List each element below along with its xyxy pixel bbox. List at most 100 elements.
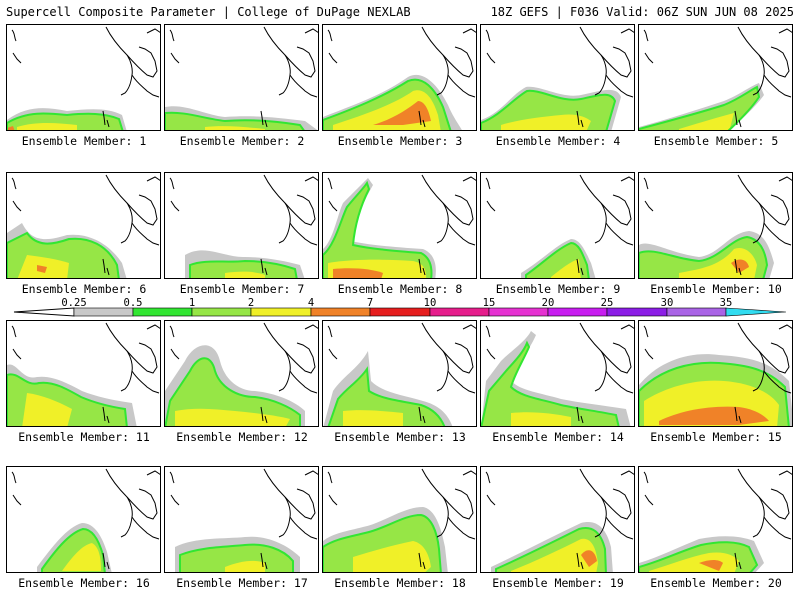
green-contour-edge (165, 357, 301, 426)
coastline (146, 324, 160, 330)
scale-tick-label: 30 (660, 297, 674, 309)
yellow-contour (17, 123, 77, 130)
green-contour-edge (639, 85, 761, 130)
coastline (734, 110, 742, 128)
coastline (12, 348, 22, 360)
yellow-contour (225, 560, 265, 572)
ensemble-member-label: Ensemble Member: 17 (176, 576, 308, 590)
coastline (169, 471, 175, 484)
scp-field-map (7, 322, 160, 426)
scp-field-map (323, 174, 476, 278)
coastline (260, 110, 268, 128)
coastline (120, 496, 133, 538)
yellow-contour (551, 259, 581, 278)
scale-color-band (191, 307, 252, 317)
coastline (263, 174, 316, 226)
coastline (644, 200, 654, 212)
coastline (763, 516, 792, 540)
scp-field-map (481, 322, 634, 426)
coastline (418, 258, 426, 276)
scp-field-map (639, 468, 792, 572)
coastline (605, 74, 634, 98)
coastline (278, 350, 291, 392)
coastline (278, 496, 291, 538)
ensemble-panel-18 (322, 466, 477, 573)
coastline (304, 176, 318, 182)
coastline (734, 406, 742, 424)
coastline (644, 348, 654, 360)
scale-tick-label: 10 (423, 297, 437, 309)
scale-color-band (606, 307, 668, 317)
ensemble-panel-5 (638, 24, 793, 131)
scp-field-map (639, 322, 792, 426)
coastline (105, 26, 158, 78)
green-contour-edge (7, 112, 124, 130)
coastline (576, 258, 584, 276)
ensemble-panel-2 (164, 24, 319, 131)
scale-arrow-high (725, 307, 787, 317)
scp-field-map (323, 26, 476, 130)
orange-contour (699, 560, 723, 571)
coastline (263, 322, 316, 374)
coastline (263, 26, 316, 78)
orange-contour (37, 265, 47, 273)
coastline (643, 471, 649, 484)
coastline (643, 325, 649, 338)
green-contour-edge (323, 78, 452, 130)
coastline (304, 470, 318, 476)
ensemble-panel-8 (322, 172, 477, 279)
coastline (260, 406, 268, 424)
coastline (436, 350, 449, 392)
yellow-contour (353, 541, 431, 572)
yellow-contour (679, 113, 734, 130)
yellow-contour (175, 408, 290, 426)
ensemble-member-label: Ensemble Member: 3 (337, 134, 463, 148)
coastline (579, 468, 632, 520)
scp-field-map (481, 26, 634, 130)
scale-color-band (488, 307, 549, 317)
coastline (421, 322, 474, 374)
coastline (778, 176, 792, 182)
coastline (447, 370, 476, 394)
green-contour (323, 183, 432, 278)
yellow-contour (343, 410, 403, 426)
scp-field-map (7, 174, 160, 278)
ensemble-panel-3 (322, 24, 477, 131)
coastline (752, 496, 765, 538)
green-contour-edge (323, 180, 433, 278)
coastline (327, 471, 333, 484)
coastline (462, 470, 476, 476)
coastline (778, 470, 792, 476)
scale-color-band (369, 307, 431, 317)
coastline (289, 370, 318, 394)
coastline (576, 552, 584, 570)
green-contour-edge (165, 111, 305, 130)
scp-field-map (11, 468, 160, 572)
scale-tick-label: 15 (482, 297, 496, 309)
coastline (644, 52, 654, 64)
coastline (594, 54, 607, 96)
ensemble-panel-16 (6, 466, 161, 573)
scp-field-map (165, 26, 318, 130)
ensemble-panel-6 (6, 172, 161, 279)
green-contour-edge (323, 513, 442, 572)
coastline (102, 258, 110, 276)
coastline (576, 406, 584, 424)
green-contour (481, 343, 619, 426)
coastline (418, 110, 426, 128)
scp-field-map (323, 322, 476, 426)
scp-field-map (165, 322, 318, 426)
coastline (328, 494, 338, 506)
green-contour-edge (481, 340, 620, 426)
ensemble-panel-19 (480, 466, 635, 573)
ensemble-panel-14 (480, 320, 635, 427)
coastline (579, 322, 632, 374)
coastline (579, 174, 632, 226)
yellow-contour (225, 271, 265, 278)
coastline (418, 552, 426, 570)
ensemble-member-label: Ensemble Member: 4 (495, 134, 621, 148)
coastline (263, 468, 316, 520)
coastline (462, 324, 476, 330)
yellow-contour (205, 126, 265, 130)
coastline (763, 370, 792, 394)
